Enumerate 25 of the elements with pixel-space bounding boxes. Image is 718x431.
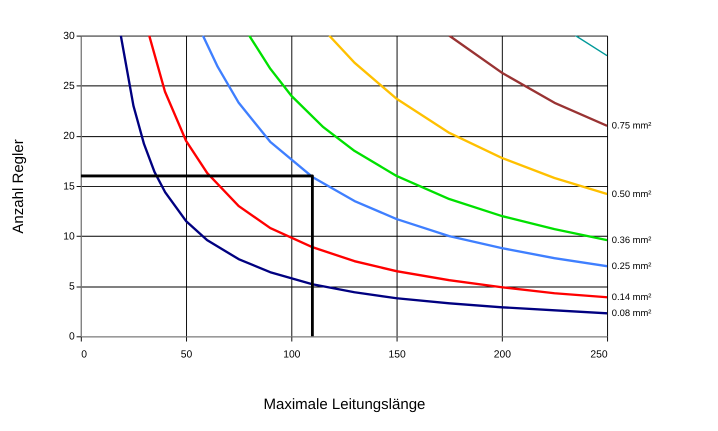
x-tick-label: 250 (590, 350, 608, 360)
series-label: 0.14 mm² (612, 291, 652, 302)
x-tick-label: 150 (388, 350, 406, 360)
line-series (328, 36, 608, 196)
line-series (248, 36, 608, 242)
y-tick-label: 30 (63, 30, 75, 42)
series-label: 0.75 mm² (612, 120, 652, 131)
y-tick-label: 25 (63, 81, 75, 92)
series-label: 0.50 mm² (612, 188, 652, 199)
y-tick-label: 5 (68, 282, 75, 293)
x-tick-label: 0 (81, 350, 88, 360)
series-label: 0.25 mm² (612, 260, 652, 271)
line-series (202, 36, 608, 268)
x-axis-title: Maximale Leitungslänge (263, 396, 426, 414)
y-tick-label: 0 (68, 332, 75, 343)
x-tick-label: 200 (494, 350, 512, 360)
series-label: 0.08 mm² (612, 307, 652, 318)
y-tick-label: 10 (63, 231, 75, 242)
y-axis-title: Anzahl Regler (10, 139, 27, 234)
x-tick-label: 100 (283, 350, 301, 360)
y-tick-label: 15 (63, 181, 75, 192)
line-series (448, 36, 608, 128)
series-label: 0.36 mm² (612, 234, 652, 245)
y-tick-label: 20 (63, 131, 75, 142)
x-tick-label: 50 (180, 350, 193, 360)
